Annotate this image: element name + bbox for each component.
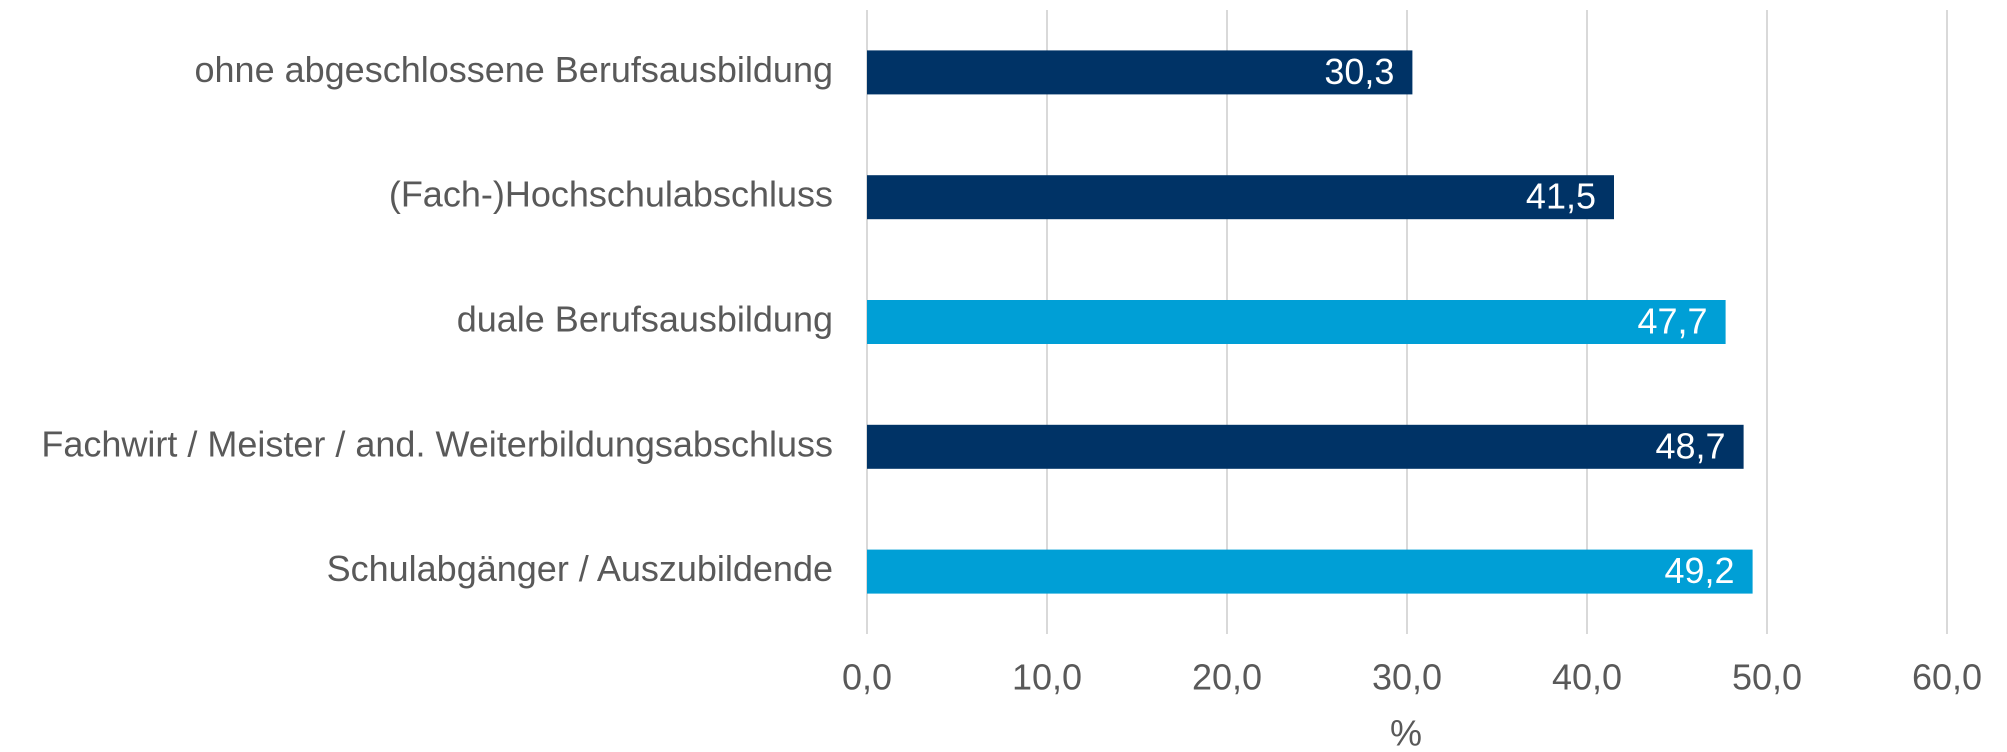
bar (867, 175, 1614, 220)
value-label: 41,5 (1526, 176, 1596, 217)
y-tick-label: duale Berufsausbildung (457, 299, 833, 340)
bar (867, 424, 1744, 469)
x-tick-label: 10,0 (1012, 657, 1082, 698)
bar (867, 549, 1753, 594)
y-tick-label: Schulabgänger / Auszubildende (327, 548, 833, 589)
bar (867, 50, 1413, 95)
y-tick-label: ohne abgeschlossene Berufsausbildung (195, 49, 833, 90)
x-tick-label: 0,0 (842, 657, 892, 698)
x-tick-label: 30,0 (1372, 657, 1442, 698)
x-axis-label: % (1390, 713, 1422, 752)
value-label: 47,7 (1638, 301, 1708, 342)
y-tick-label: Fachwirt / Meister / and. Weiterbildungs… (41, 423, 833, 464)
value-label: 49,2 (1665, 550, 1735, 591)
x-tick-label: 60,0 (1912, 657, 1982, 698)
x-tick-label: 40,0 (1552, 657, 1622, 698)
bar (867, 300, 1726, 344)
x-tick-label: 50,0 (1732, 657, 1802, 698)
y-tick-label: (Fach-)Hochschulabschluss (389, 174, 833, 215)
value-label: 48,7 (1656, 425, 1726, 466)
value-label: 30,3 (1324, 51, 1394, 92)
x-tick-label: 20,0 (1192, 657, 1262, 698)
